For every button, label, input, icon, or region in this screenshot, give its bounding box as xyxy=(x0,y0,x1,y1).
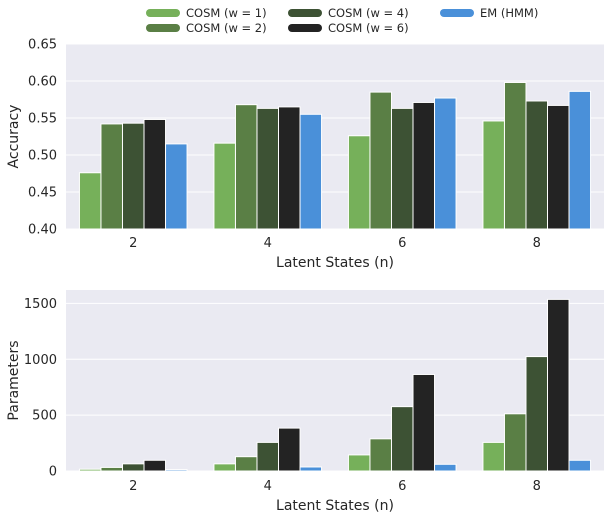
parameters-ytick-label: 0 xyxy=(49,465,57,480)
legend: COSM (w = 1) COSM (w = 2) COSM (w = 4) C… xyxy=(146,4,566,38)
accuracy-ytick-label: 0.60 xyxy=(28,75,57,90)
accuracy-bar xyxy=(503,81,527,230)
parameters-x-axis-label: Latent States (n) xyxy=(276,498,394,514)
accuracy-bar xyxy=(369,91,392,230)
parameters-xtick-label: 4 xyxy=(264,479,272,494)
parameters-bar xyxy=(503,413,527,472)
accuracy-x-axis-label: Latent States (n) xyxy=(276,255,394,271)
parameters-xtick-label: 8 xyxy=(533,479,541,494)
accuracy-bar xyxy=(234,104,258,230)
accuracy-bar xyxy=(213,142,236,230)
accuracy-bar xyxy=(482,120,505,230)
legend-item-cosm-w4: COSM (w = 4) xyxy=(288,6,409,20)
parameters-bar xyxy=(278,427,301,472)
parameters-bar xyxy=(347,454,371,472)
accuracy-ytick-label: 0.55 xyxy=(28,112,57,127)
legend-swatch-em-hmm xyxy=(440,9,474,17)
parameters-bar xyxy=(121,463,145,472)
parameters-bar xyxy=(390,406,414,472)
parameters-y-axis-label: Parameters xyxy=(6,340,22,420)
accuracy-bar xyxy=(165,143,188,230)
parameters-bar xyxy=(299,466,323,472)
accuracy-bar xyxy=(525,100,549,230)
parameters-bar xyxy=(547,298,570,472)
accuracy-ytick-label: 0.65 xyxy=(28,38,57,53)
accuracy-xtick-label: 4 xyxy=(264,236,272,251)
legend-item-cosm-w2: COSM (w = 2) xyxy=(146,21,267,35)
legend-label: COSM (w = 4) xyxy=(328,6,409,20)
accuracy-xtick-label: 8 xyxy=(533,236,541,251)
accuracy-xtick-label: 2 xyxy=(129,236,137,251)
accuracy-bar xyxy=(121,122,145,230)
parameters-bar xyxy=(482,441,505,472)
parameters-bar xyxy=(100,466,123,472)
legend-swatch-cosm-w1 xyxy=(146,9,180,17)
parameters-ytick-label: 1500 xyxy=(24,297,57,312)
accuracy-bar xyxy=(256,107,280,230)
accuracy-bar xyxy=(412,101,436,230)
legend-item-cosm-w6: COSM (w = 6) xyxy=(288,21,409,35)
legend-item-em-hmm: EM (HMM) xyxy=(440,6,538,20)
legend-label: EM (HMM) xyxy=(480,6,539,20)
parameters-bar xyxy=(412,373,436,472)
parameters-bar xyxy=(525,356,549,472)
parameters-ytick-label: 1000 xyxy=(24,353,57,368)
parameters-bar xyxy=(568,459,592,472)
legend-label: COSM (w = 6) xyxy=(328,21,409,35)
accuracy-bar xyxy=(143,118,167,230)
legend-swatch-cosm-w6 xyxy=(288,24,322,32)
accuracy-xtick-label: 6 xyxy=(398,236,406,251)
legend-label: COSM (w = 2) xyxy=(186,21,267,35)
accuracy-bar xyxy=(547,104,570,230)
accuracy-ytick-label: 0.40 xyxy=(28,223,57,238)
accuracy-bar xyxy=(100,123,123,230)
parameters-bar xyxy=(78,468,102,472)
legend-swatch-cosm-w4 xyxy=(288,9,322,17)
parameters-xtick-label: 6 xyxy=(398,479,406,494)
legend-swatch-cosm-w2 xyxy=(146,24,180,32)
parameters-bar xyxy=(143,459,167,472)
accuracy-bar xyxy=(299,113,323,230)
legend-label: COSM (w = 1) xyxy=(186,6,267,20)
legend-item-cosm-w1: COSM (w = 1) xyxy=(146,6,267,20)
parameters-bar xyxy=(256,441,280,472)
parameters-bar xyxy=(213,463,236,472)
accuracy-ytick-label: 0.45 xyxy=(28,186,57,201)
accuracy-bar xyxy=(347,135,371,230)
accuracy-bar xyxy=(78,172,102,230)
parameters-ytick-label: 500 xyxy=(32,409,57,424)
parameters-bar xyxy=(165,469,188,472)
accuracy-bar xyxy=(390,107,414,230)
parameters-bar xyxy=(434,463,457,472)
parameters-bar xyxy=(234,456,258,472)
accuracy-bar xyxy=(278,106,301,230)
parameters-xtick-label: 2 xyxy=(129,479,137,494)
accuracy-bar xyxy=(568,90,592,230)
accuracy-y-axis-label: Accuracy xyxy=(6,105,22,169)
accuracy-bar xyxy=(434,97,457,230)
parameters-bar xyxy=(369,438,392,472)
accuracy-ytick-label: 0.50 xyxy=(28,149,57,164)
